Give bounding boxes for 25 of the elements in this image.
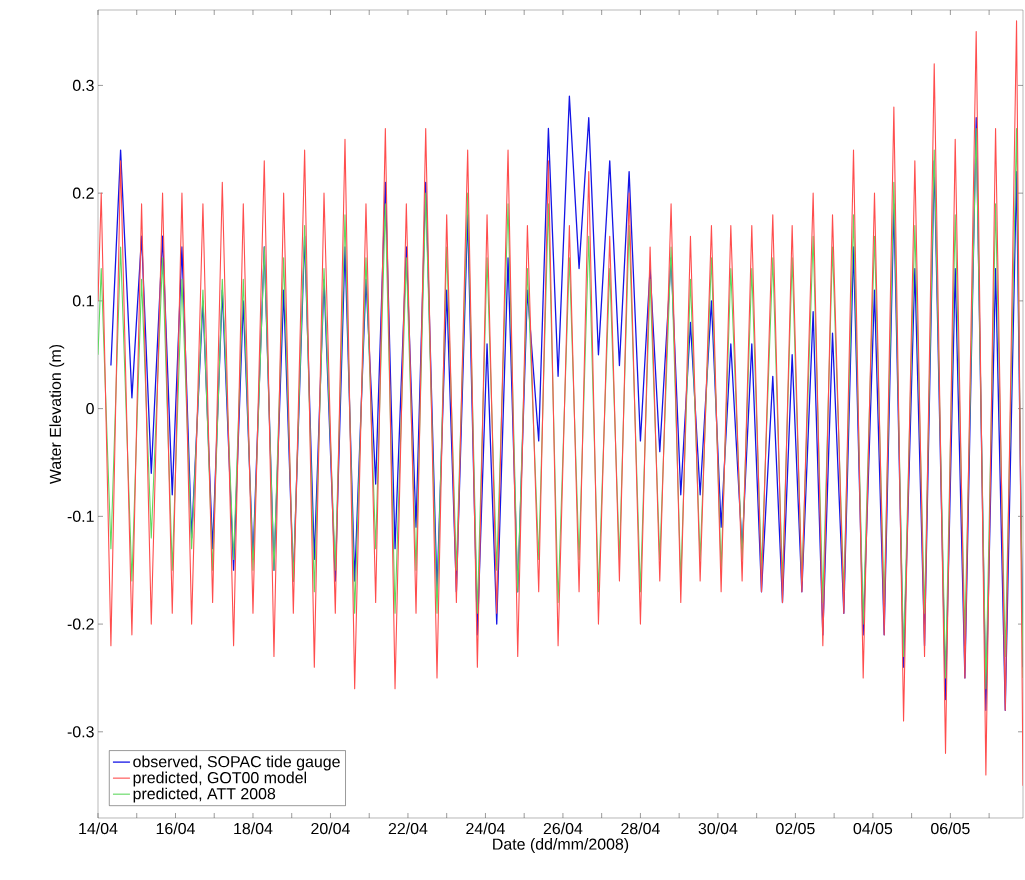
y-tick-label: -0.3 <box>67 726 94 738</box>
x-tick-label: 26/04 <box>543 822 583 835</box>
x-tick-label: 20/04 <box>311 822 350 835</box>
x-axis-title: Date (dd/mm/2008) <box>493 838 629 853</box>
legend-label: observed, SOPAC tide gauge <box>133 755 340 771</box>
x-tick-label: 04/05 <box>853 822 893 835</box>
y-tick-label: 0 <box>86 402 94 415</box>
x-tick-label: 18/04 <box>234 822 273 835</box>
x-tick-label: 16/04 <box>156 822 195 835</box>
x-tick-label: 24/04 <box>466 822 505 835</box>
legend-label: predicted, ATT 2008 <box>133 787 276 803</box>
legend-label: predicted, GOT00 model <box>133 771 307 787</box>
x-tick-label: 28/04 <box>621 822 660 835</box>
y-tick-label: 0.2 <box>72 187 94 199</box>
x-tick-label: 14/04 <box>79 822 118 835</box>
x-tick-label: 02/05 <box>776 822 815 835</box>
y-tick-label: -0.1 <box>67 510 94 522</box>
x-tick-label: 06/05 <box>931 822 970 835</box>
y-tick-label: 0.1 <box>72 295 94 307</box>
y-axis-title: Water Elevation (m) <box>49 344 65 485</box>
x-tick-label: 22/04 <box>388 822 428 835</box>
y-tick-label: -0.2 <box>67 618 94 630</box>
y-tick-label: 0.3 <box>72 79 94 92</box>
line-series <box>98 20 1024 787</box>
x-tick-label: 30/04 <box>698 822 738 835</box>
